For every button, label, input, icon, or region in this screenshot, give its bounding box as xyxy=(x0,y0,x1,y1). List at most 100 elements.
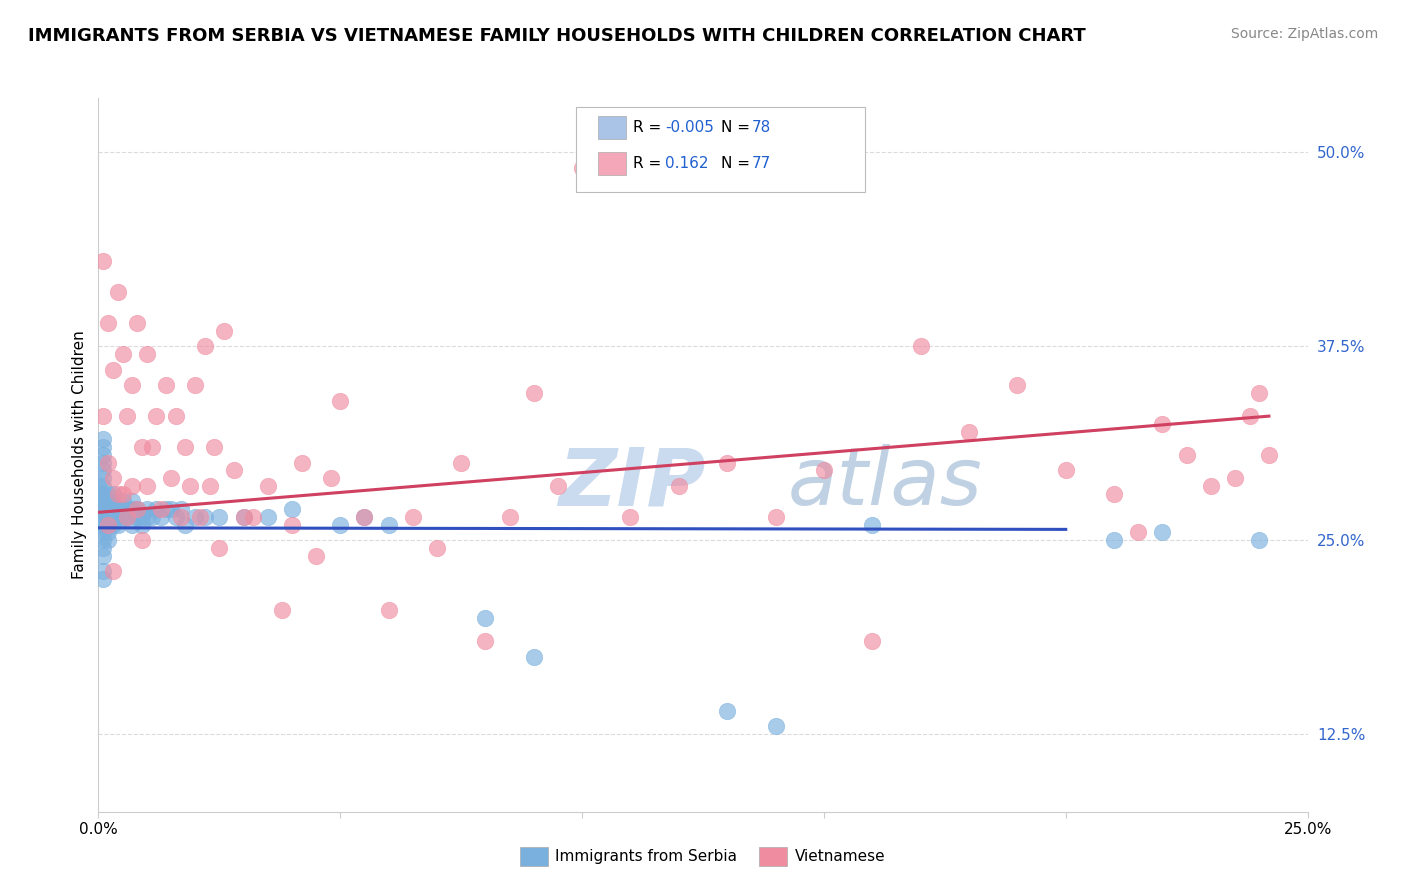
Point xyxy=(1102,533,1125,548)
Point xyxy=(131,440,153,454)
Point xyxy=(179,479,201,493)
Point xyxy=(127,502,149,516)
Point xyxy=(141,440,163,454)
Point xyxy=(281,502,304,516)
Point xyxy=(91,448,114,462)
Point xyxy=(91,254,114,268)
Point xyxy=(256,479,278,493)
Point xyxy=(135,510,157,524)
Point xyxy=(91,471,114,485)
Point xyxy=(271,603,294,617)
Point xyxy=(121,494,143,508)
Point xyxy=(319,471,342,485)
Text: atlas: atlas xyxy=(787,444,983,523)
Point xyxy=(107,502,129,516)
Point xyxy=(281,517,304,532)
Point xyxy=(101,510,124,524)
Point xyxy=(111,502,134,516)
Point xyxy=(619,510,641,524)
Point xyxy=(131,510,153,524)
Text: 0.162: 0.162 xyxy=(665,156,709,170)
Point xyxy=(174,517,197,532)
Point xyxy=(1249,385,1271,400)
Point xyxy=(91,533,114,548)
Point xyxy=(242,510,264,524)
Point xyxy=(145,409,167,424)
Point xyxy=(571,161,593,175)
Text: Immigrants from Serbia: Immigrants from Serbia xyxy=(555,849,737,863)
Point xyxy=(117,409,139,424)
Text: -0.005: -0.005 xyxy=(665,120,714,135)
Point xyxy=(87,486,110,500)
Text: IMMIGRANTS FROM SERBIA VS VIETNAMESE FAMILY HOUSEHOLDS WITH CHILDREN CORRELATION: IMMIGRANTS FROM SERBIA VS VIETNAMESE FAM… xyxy=(28,27,1085,45)
Point xyxy=(212,324,235,338)
Point xyxy=(523,385,546,400)
Point xyxy=(1175,448,1198,462)
Point xyxy=(97,517,120,532)
Point xyxy=(208,510,231,524)
Point xyxy=(91,456,114,470)
Point xyxy=(117,510,139,524)
Point xyxy=(547,479,569,493)
Point xyxy=(87,510,110,524)
Point xyxy=(160,502,183,516)
Point xyxy=(523,649,546,664)
Point xyxy=(91,463,114,477)
Point xyxy=(91,525,114,540)
Point xyxy=(174,440,197,454)
Point xyxy=(117,510,139,524)
Text: N =: N = xyxy=(721,156,755,170)
Point xyxy=(107,517,129,532)
Point xyxy=(111,494,134,508)
Point xyxy=(169,502,191,516)
Point xyxy=(111,347,134,361)
Point xyxy=(910,339,932,353)
Point xyxy=(135,479,157,493)
Point xyxy=(426,541,449,555)
Point xyxy=(101,471,124,485)
Point xyxy=(198,479,221,493)
Point xyxy=(145,502,167,516)
Point xyxy=(377,517,399,532)
Point xyxy=(111,510,134,524)
Point xyxy=(91,409,114,424)
Point xyxy=(155,378,177,392)
Point xyxy=(377,603,399,617)
Point xyxy=(150,510,173,524)
Point xyxy=(290,456,312,470)
Text: R =: R = xyxy=(633,120,666,135)
Point xyxy=(91,433,114,447)
Point xyxy=(957,425,980,439)
Point xyxy=(101,486,124,500)
Point xyxy=(87,502,110,516)
Point xyxy=(91,494,114,508)
Point xyxy=(402,510,425,524)
Point xyxy=(169,510,191,524)
Point xyxy=(474,611,496,625)
Point xyxy=(1054,463,1077,477)
Point xyxy=(160,471,183,485)
Point xyxy=(97,525,120,540)
Point xyxy=(222,463,245,477)
Point xyxy=(1007,378,1029,392)
Point xyxy=(1249,533,1271,548)
Point xyxy=(165,510,187,524)
Point xyxy=(716,704,738,718)
Point xyxy=(87,494,110,508)
Point xyxy=(97,486,120,500)
Point xyxy=(256,510,278,524)
Point xyxy=(165,409,187,424)
Point xyxy=(184,510,207,524)
Point xyxy=(135,347,157,361)
Point xyxy=(1152,417,1174,431)
Text: Source: ZipAtlas.com: Source: ZipAtlas.com xyxy=(1230,27,1378,41)
Point xyxy=(127,502,149,516)
Point xyxy=(101,502,124,516)
Point xyxy=(107,510,129,524)
Point xyxy=(127,510,149,524)
Point xyxy=(474,634,496,648)
Point xyxy=(668,479,690,493)
Text: R =: R = xyxy=(633,156,666,170)
Point xyxy=(91,564,114,578)
Point xyxy=(91,502,114,516)
